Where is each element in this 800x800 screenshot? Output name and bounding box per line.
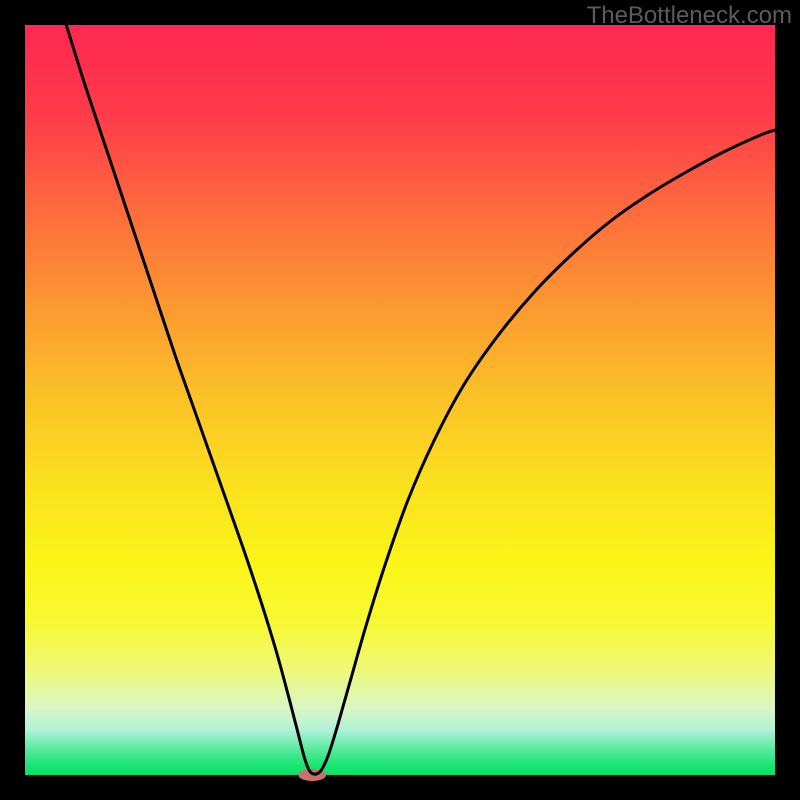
chart-background [25, 25, 775, 775]
watermark-text: TheBottleneck.com [587, 2, 792, 30]
chart-container: TheBottleneck.com [0, 0, 800, 800]
bottleneck-curve-chart [0, 0, 800, 800]
